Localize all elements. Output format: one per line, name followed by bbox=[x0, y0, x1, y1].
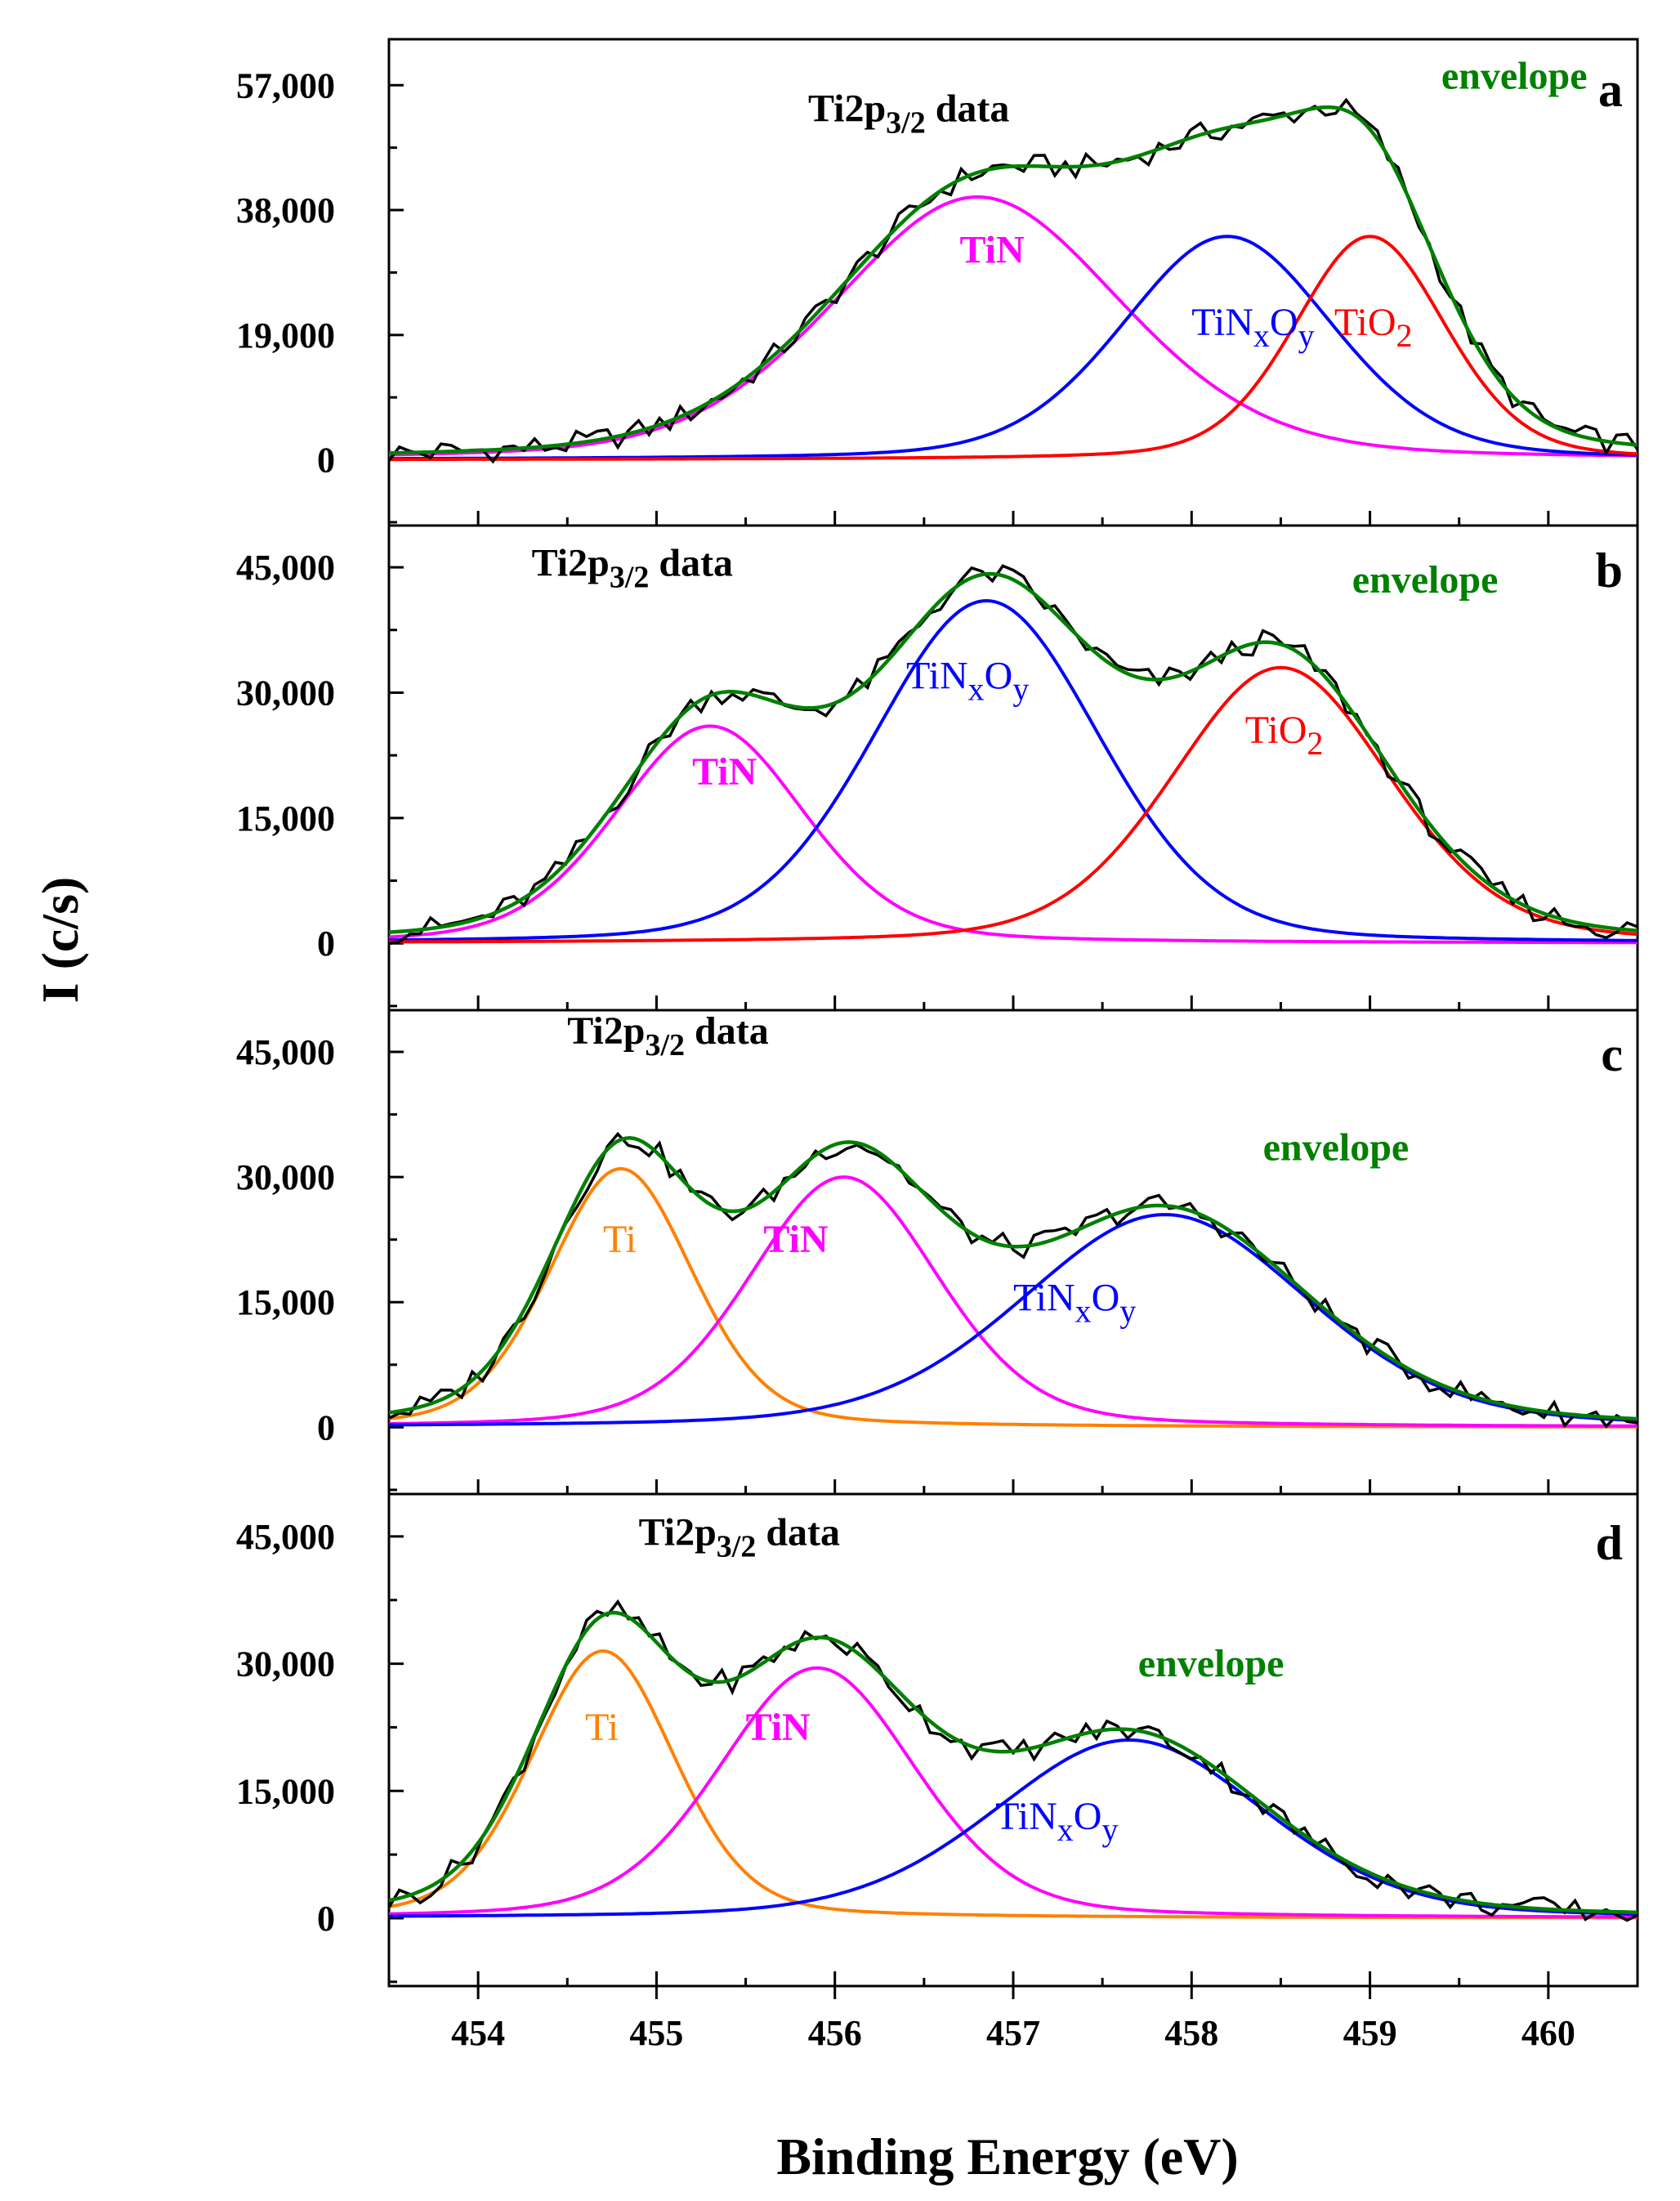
envelope-label: envelope bbox=[1138, 1642, 1285, 1685]
y-tick-label: 38,000 bbox=[236, 190, 335, 230]
panel-letter: b bbox=[1596, 544, 1623, 597]
peak-label-TiNxOy: TiNxOy bbox=[1191, 301, 1314, 354]
panel-letter: c bbox=[1601, 1027, 1623, 1081]
y-tick-label: 45,000 bbox=[236, 1517, 335, 1557]
peak-label-TiN: TiN bbox=[763, 1218, 828, 1261]
panels: 0 19,000 38,000 57,000 Ti2p3/2 data envelope T… bbox=[236, 38, 1639, 1988]
y-tick-label: 45,000 bbox=[236, 1032, 335, 1072]
envelope-curve bbox=[389, 105, 1638, 455]
data-trace-label: Ti2p3/2 data bbox=[567, 1009, 768, 1062]
component-curve-TiN bbox=[389, 724, 1638, 945]
component-curve-TiO2 bbox=[389, 235, 1638, 461]
panel-letter: d bbox=[1596, 1516, 1623, 1570]
x-tick-label: 455 bbox=[629, 2013, 683, 2053]
panel-a: 0 19,000 38,000 57,000 Ti2p3/2 data envelope T… bbox=[236, 38, 1639, 527]
peak-label-TiNxOy: TiNxOy bbox=[906, 654, 1029, 707]
y-tick-label: 15,000 bbox=[236, 1282, 335, 1322]
peak-label-TiO2: TiO2 bbox=[1334, 301, 1413, 354]
peak-label-Ti: Ti bbox=[585, 1706, 619, 1749]
y-tick-label: 30,000 bbox=[236, 1157, 335, 1197]
x-tick-label: 458 bbox=[1164, 2013, 1218, 2053]
y-tick-label: 0 bbox=[317, 1899, 335, 1939]
y-tick-label: 30,000 bbox=[236, 1644, 335, 1684]
curves bbox=[389, 1131, 1638, 1429]
component-curve-TiNxOy bbox=[389, 1213, 1638, 1427]
y-tick-label: 19,000 bbox=[236, 315, 335, 356]
envelope-curve bbox=[389, 571, 1638, 934]
panel-c: 0 15,000 30,000 45,000 Ti2p3/2 data envelope T… bbox=[236, 1009, 1639, 1496]
envelope-label: envelope bbox=[1352, 558, 1499, 602]
curves bbox=[389, 97, 1638, 464]
y-tick-label: 15,000 bbox=[236, 1771, 335, 1811]
y-tick-label: 0 bbox=[317, 1407, 335, 1447]
peak-label-TiO2: TiO2 bbox=[1245, 709, 1324, 762]
x-axis-title: Binding Energy (eV) bbox=[776, 2127, 1238, 2185]
x-tick-label: 457 bbox=[986, 2013, 1040, 2053]
peak-label-TiN: TiN bbox=[960, 228, 1025, 271]
y-axis-title: I (c/s) bbox=[31, 877, 89, 1004]
peak-label-TiNxOy: TiNxOy bbox=[995, 1795, 1118, 1848]
peak-label-Ti: Ti bbox=[603, 1218, 637, 1261]
x-tick-label: 454 bbox=[451, 2013, 505, 2053]
y-tick-label: 57,000 bbox=[236, 65, 335, 105]
y-tick-label: 0 bbox=[317, 924, 335, 964]
x-tick-label: 456 bbox=[808, 2013, 862, 2053]
panel-b: 0 15,000 30,000 45,000 Ti2p3/2 data envelope T… bbox=[236, 524, 1639, 1012]
curves bbox=[389, 1599, 1638, 1922]
component-curve-TiN bbox=[389, 1666, 1638, 1919]
panel-letter: a bbox=[1598, 63, 1623, 117]
data-trace-label: Ti2p3/2 data bbox=[808, 87, 1009, 141]
x-tick-label: 460 bbox=[1521, 2013, 1575, 2053]
y-tick-label: 0 bbox=[317, 441, 335, 481]
panel-d: 0 15,000 30,000 45,000 Ti2p3/2 data envelope T… bbox=[236, 1492, 1639, 1988]
x-tick-label: 459 bbox=[1343, 2013, 1397, 2053]
curves bbox=[389, 564, 1638, 946]
peak-label-TiN: TiN bbox=[692, 750, 757, 794]
y-tick-label: 45,000 bbox=[236, 548, 335, 588]
y-tick-label: 15,000 bbox=[236, 799, 335, 839]
envelope-label: envelope bbox=[1263, 1126, 1410, 1170]
peak-label-TiN: TiN bbox=[746, 1706, 811, 1749]
component-curve-TiNxOy bbox=[389, 598, 1638, 942]
y-tick-label: 30,000 bbox=[236, 673, 335, 713]
component-curve-TiN bbox=[389, 1175, 1638, 1428]
envelope-curve bbox=[389, 1136, 1638, 1421]
component-curve-TiNxOy bbox=[389, 1738, 1638, 1918]
data-trace-label: Ti2p3/2 data bbox=[532, 541, 733, 594]
data-trace bbox=[389, 1131, 1638, 1429]
component-curve-TiN bbox=[389, 195, 1638, 458]
data-trace-label: Ti2p3/2 data bbox=[639, 1510, 840, 1564]
envelope-label: envelope bbox=[1441, 54, 1588, 97]
peak-label-TiNxOy: TiNxOy bbox=[1013, 1276, 1136, 1329]
envelope-curve bbox=[389, 1610, 1638, 1915]
x-axis: 454 455 456 457 458 459 460 bbox=[451, 1986, 1575, 2053]
